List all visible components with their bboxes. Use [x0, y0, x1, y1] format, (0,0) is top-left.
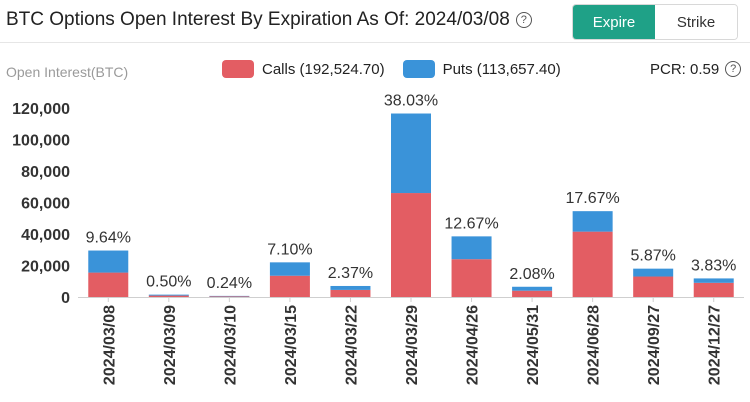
x-tick-label: 2024/05/31: [525, 305, 542, 385]
calls-bar[interactable]: [693, 282, 734, 297]
x-tick-label: 2024/03/22: [343, 305, 360, 385]
puts-bar[interactable]: [512, 286, 553, 291]
puts-bar[interactable]: [391, 113, 431, 194]
calls-bar[interactable]: [451, 259, 492, 297]
data-label: 12.67%: [444, 215, 498, 232]
puts-bar[interactable]: [148, 294, 189, 296]
x-tick-label: 2024/06/28: [586, 305, 603, 385]
y-tick-label: 0: [61, 290, 70, 307]
legend-puts[interactable]: Puts (113,657.40): [402, 60, 561, 78]
y-tick-label: 20,000: [21, 259, 70, 276]
x-tick-label: 2024/03/08: [101, 305, 118, 385]
puts-bar[interactable]: [88, 250, 129, 273]
title-text: BTC Options Open Interest By Expiration …: [6, 9, 510, 30]
puts-bar[interactable]: [269, 262, 310, 276]
calls-bar[interactable]: [330, 289, 371, 297]
y-tick-label: 80,000: [21, 164, 70, 181]
calls-bar[interactable]: [391, 193, 431, 297]
x-tick-label: 2024/03/09: [162, 305, 179, 385]
y-tick-label: 60,000: [21, 196, 70, 213]
puts-bar[interactable]: [330, 285, 371, 290]
strike-tab[interactable]: Strike: [655, 5, 737, 39]
data-label: 17.67%: [566, 190, 620, 207]
legend-puts-label: Puts (113,657.40): [442, 60, 561, 78]
data-label: 0.24%: [207, 275, 252, 292]
x-tick-label: 2024/03/10: [222, 305, 239, 385]
x-tick-label: 2024/04/26: [465, 305, 482, 385]
calls-swatch: [222, 60, 254, 78]
calls-bar[interactable]: [88, 272, 129, 297]
puts-swatch: [402, 60, 435, 78]
x-tick-label: 2024/03/15: [283, 305, 300, 385]
legend-calls[interactable]: Calls (192,524.70): [222, 60, 385, 78]
data-label: 0.50%: [146, 274, 191, 291]
puts-bar[interactable]: [572, 211, 613, 232]
puts-bar[interactable]: [633, 268, 674, 277]
y-tick-label: 100,000: [12, 133, 70, 150]
puts-bar[interactable]: [451, 236, 492, 260]
data-label: 7.10%: [267, 241, 312, 258]
pcr-help-icon[interactable]: ?: [725, 61, 742, 77]
pcr-label: PCR: 0.59: [650, 61, 720, 78]
x-tick-label: 2024/09/27: [646, 305, 663, 385]
view-toggle: Expire Strike: [572, 4, 738, 40]
data-label: 9.64%: [86, 230, 131, 247]
y-axis-title: Open Interest(BTC): [6, 64, 129, 80]
chart-legend: Calls (192,524.70) Puts (113,657.40): [222, 60, 561, 78]
data-label: 2.08%: [509, 266, 554, 283]
calls-bar[interactable]: [512, 290, 553, 297]
pcr-display: PCR: 0.59?: [650, 61, 742, 78]
page-title: BTC Options Open Interest By Expiration …: [6, 9, 532, 31]
calls-bar[interactable]: [572, 231, 613, 297]
data-label: 38.03%: [384, 93, 438, 110]
legend-calls-label: Calls (192,524.70): [262, 60, 385, 78]
expire-tab[interactable]: Expire: [573, 5, 655, 39]
calls-bar[interactable]: [148, 295, 189, 297]
data-label: 5.87%: [630, 248, 675, 265]
data-label: 2.37%: [328, 265, 373, 282]
data-label: 3.83%: [691, 257, 736, 274]
puts-bar[interactable]: [693, 278, 734, 283]
x-tick-label: 2024/03/29: [404, 305, 421, 385]
calls-bar[interactable]: [269, 275, 310, 297]
calls-bar[interactable]: [209, 296, 250, 297]
help-icon[interactable]: ?: [515, 12, 532, 28]
x-tick-label: 2024/12/27: [707, 305, 724, 385]
y-tick-label: 40,000: [21, 227, 70, 244]
calls-bar[interactable]: [633, 276, 674, 297]
y-tick-label: 120,000: [12, 101, 70, 118]
chart-header: BTC Options Open Interest By Expiration …: [0, 0, 750, 43]
